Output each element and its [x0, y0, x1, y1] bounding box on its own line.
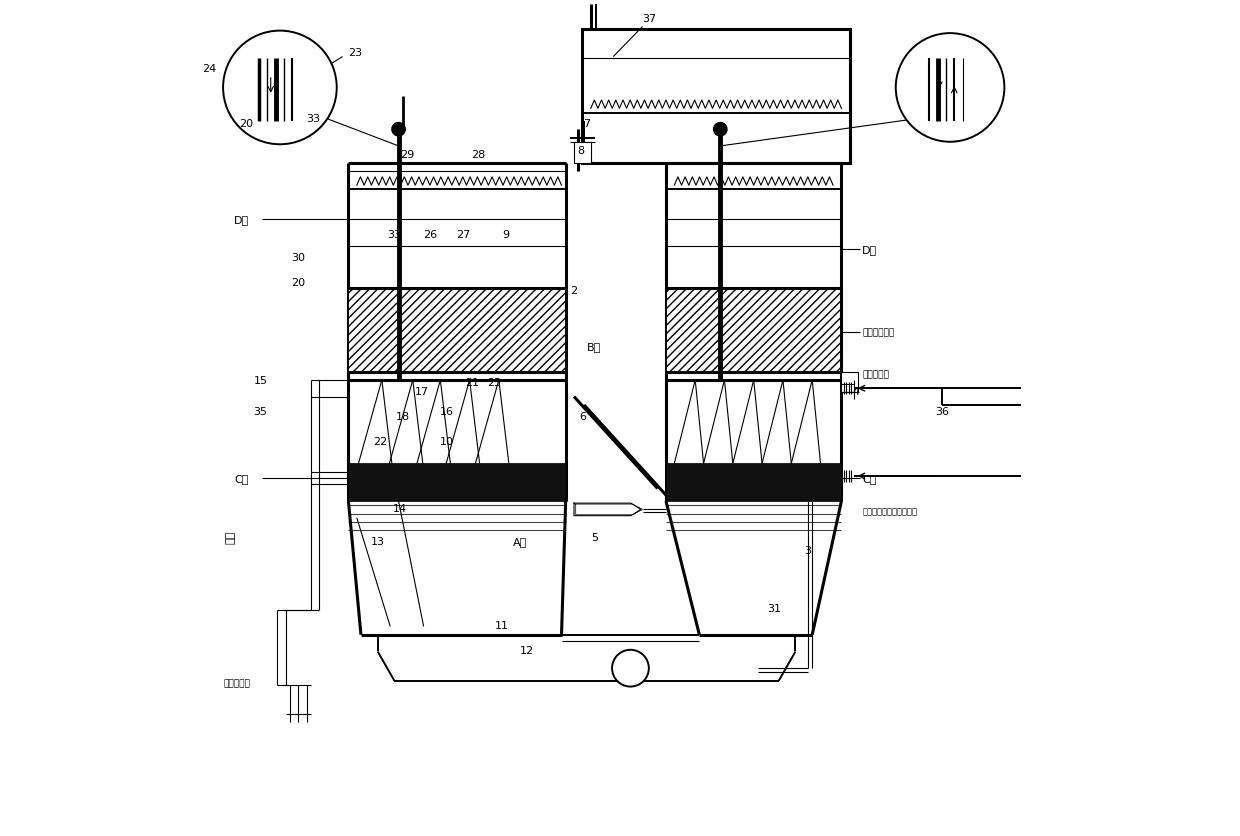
- Text: 27: 27: [456, 229, 471, 239]
- Text: A区: A区: [512, 537, 527, 547]
- Circle shape: [392, 124, 405, 137]
- Circle shape: [895, 34, 1004, 143]
- Text: 2: 2: [570, 286, 578, 296]
- Text: 21: 21: [465, 378, 479, 388]
- Text: 6: 6: [579, 411, 585, 421]
- Text: 15: 15: [254, 375, 268, 385]
- Text: 8: 8: [577, 146, 584, 156]
- Bar: [666, 464, 842, 502]
- Text: 18: 18: [396, 411, 409, 421]
- Text: 28: 28: [471, 150, 485, 160]
- Text: 17: 17: [415, 386, 429, 396]
- Bar: [666, 288, 842, 372]
- Bar: [348, 464, 565, 502]
- Bar: [574, 143, 590, 164]
- Text: 23: 23: [348, 48, 362, 58]
- Text: 29: 29: [399, 150, 414, 160]
- Text: 36: 36: [935, 406, 949, 416]
- Polygon shape: [574, 503, 641, 516]
- Text: 31: 31: [768, 604, 781, 614]
- Text: 16: 16: [440, 406, 454, 416]
- Circle shape: [713, 124, 727, 137]
- Text: 35: 35: [254, 406, 268, 416]
- Text: 5: 5: [591, 533, 599, 543]
- Bar: [583, 30, 849, 164]
- Text: 出水: 出水: [226, 530, 236, 543]
- Text: 37: 37: [642, 14, 656, 24]
- Text: 10: 10: [440, 436, 454, 446]
- Text: 14: 14: [393, 503, 407, 513]
- Text: 硝化液或含硝态氮的污水: 硝化液或含硝态氮的污水: [862, 507, 918, 516]
- Text: 13: 13: [371, 537, 384, 547]
- Text: B区: B区: [587, 342, 601, 352]
- Text: 33: 33: [387, 229, 402, 239]
- Text: D区: D区: [862, 244, 878, 254]
- Text: C区: C区: [234, 473, 248, 483]
- Text: 污水厂原水: 污水厂原水: [862, 370, 889, 379]
- Bar: [842, 372, 858, 393]
- Text: 接至排水槽: 接至排水槽: [223, 679, 250, 688]
- Text: 24: 24: [202, 64, 216, 74]
- Text: 30: 30: [291, 252, 305, 263]
- Text: D区: D区: [234, 214, 249, 224]
- Text: C区: C区: [862, 473, 877, 483]
- Circle shape: [223, 32, 337, 145]
- Text: 22: 22: [373, 436, 387, 446]
- Bar: [348, 288, 565, 372]
- Text: 20: 20: [291, 278, 305, 288]
- Text: 7: 7: [583, 120, 590, 130]
- Text: 4: 4: [853, 386, 861, 396]
- Text: 12: 12: [520, 645, 533, 655]
- Text: 3: 3: [805, 545, 811, 555]
- Text: 26: 26: [423, 229, 438, 239]
- Text: 20: 20: [239, 120, 253, 130]
- Text: 功能区划分线: 功能区划分线: [862, 329, 894, 338]
- Text: 11: 11: [495, 620, 508, 630]
- Circle shape: [613, 650, 649, 686]
- Text: 33: 33: [306, 115, 320, 125]
- Text: 25: 25: [487, 378, 502, 388]
- Text: 9: 9: [502, 229, 510, 239]
